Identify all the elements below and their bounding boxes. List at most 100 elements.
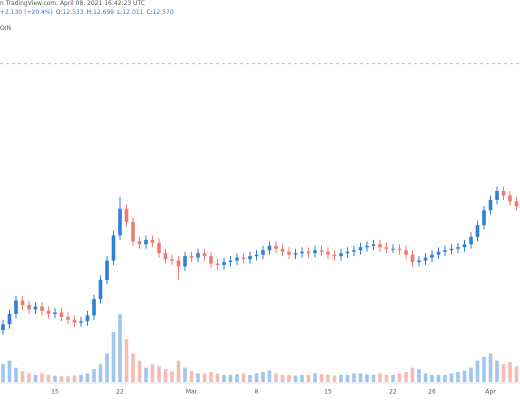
volume-bar — [189, 371, 194, 382]
candle-body — [274, 245, 278, 249]
candle-body — [339, 253, 343, 257]
volume-bar — [111, 332, 116, 382]
x-tick-label: 15 — [324, 389, 332, 396]
candle-body — [254, 254, 259, 257]
candle-body — [358, 247, 363, 251]
candle-body — [391, 248, 395, 250]
ohlc-value: 12.011 — [122, 9, 143, 16]
volume-bar — [137, 360, 142, 382]
symbol: OIN — [0, 25, 11, 32]
volume-bar — [170, 371, 174, 382]
x-tick-label: 8 — [255, 389, 259, 396]
candle-body — [423, 257, 428, 261]
volume-bar — [176, 360, 181, 382]
candle-body — [222, 262, 226, 266]
volume-bar — [404, 372, 408, 382]
volume-bar — [469, 367, 473, 382]
candle-body — [46, 310, 51, 314]
volume-bar — [436, 374, 441, 382]
volume-bar — [202, 373, 207, 382]
candle-body — [293, 253, 298, 255]
volume-bar — [280, 374, 285, 382]
candle-body — [287, 251, 291, 255]
volume-bar — [462, 370, 467, 382]
volume-bar — [449, 373, 454, 382]
candle-body — [345, 251, 350, 254]
candle-body — [7, 313, 12, 325]
candle-body — [150, 239, 155, 243]
volume-bar — [339, 374, 343, 382]
candle-body — [59, 312, 64, 317]
ohlc-label: H: — [87, 9, 94, 16]
candle-body — [98, 279, 103, 300]
candle-body — [482, 210, 486, 226]
candle-body — [20, 300, 25, 306]
volume-bar — [332, 375, 337, 382]
candle-body — [326, 251, 330, 255]
volume-bar — [209, 372, 213, 382]
volume-bar — [157, 366, 161, 382]
volume-bar — [131, 353, 135, 382]
volume-bar — [482, 357, 486, 382]
candle-body — [378, 244, 382, 248]
volume-bar — [358, 373, 363, 382]
candle-body — [79, 321, 83, 323]
x-tick-label: 15 — [51, 389, 59, 396]
ohlc-value: 12.699 — [93, 9, 114, 16]
volume-bar — [79, 374, 83, 382]
volume-bar — [92, 369, 96, 382]
candle-body — [176, 260, 181, 267]
volume-bar — [430, 374, 434, 382]
volume-bar — [443, 374, 447, 382]
ohlc-label: O: — [56, 9, 63, 16]
candle-body — [261, 250, 265, 255]
volume-bar — [475, 360, 480, 382]
candle-body — [300, 251, 304, 254]
volume-bar — [371, 374, 376, 382]
volume-bar — [352, 373, 356, 382]
volume-bar — [98, 364, 103, 382]
volume-bar — [27, 373, 31, 382]
source-line: n TradingView.com, April 08, 2021 16:42:… — [0, 0, 145, 7]
candle-body — [436, 251, 441, 255]
candle-body — [449, 248, 454, 251]
volume-bar — [20, 371, 25, 382]
volume-bar — [183, 367, 187, 382]
candle-body — [501, 191, 506, 196]
ohlc-label: L: — [117, 9, 122, 16]
candle-body — [235, 257, 239, 261]
volume-bar — [319, 374, 324, 382]
volume-bar — [397, 373, 402, 382]
x-tick-label: Apr — [485, 389, 496, 396]
ohlc-value: 12.570 — [153, 9, 174, 16]
volume-bar — [215, 373, 220, 382]
candle-body — [72, 319, 77, 323]
candle-body — [196, 253, 200, 258]
volume-bar — [306, 374, 311, 382]
candle-body — [202, 253, 207, 257]
candle-body — [404, 250, 408, 255]
volume-bar — [241, 373, 246, 382]
volume-bar — [14, 367, 18, 382]
candle-body — [248, 256, 252, 260]
candle-body — [469, 236, 473, 245]
volume-bar — [196, 373, 200, 382]
candle-body — [1, 324, 5, 331]
volume-bar — [33, 374, 38, 382]
candle-body — [124, 208, 129, 223]
volume-bar — [7, 360, 12, 382]
candle-body — [332, 254, 337, 257]
candle-body — [365, 245, 369, 248]
volume-bar — [261, 372, 265, 382]
ohlc-line: +2.130 (+20.4%) O:12.533 H:12.699 L:12.011 C… — [0, 9, 174, 16]
candle-body — [228, 260, 233, 263]
volume-bar — [267, 370, 272, 382]
candle-body — [92, 299, 96, 316]
volume-bar — [313, 373, 317, 382]
volume-bar — [254, 373, 259, 382]
candle-body — [144, 239, 148, 245]
volume-bar — [228, 374, 233, 382]
candle-body — [371, 244, 376, 246]
volume-bar — [1, 364, 5, 382]
